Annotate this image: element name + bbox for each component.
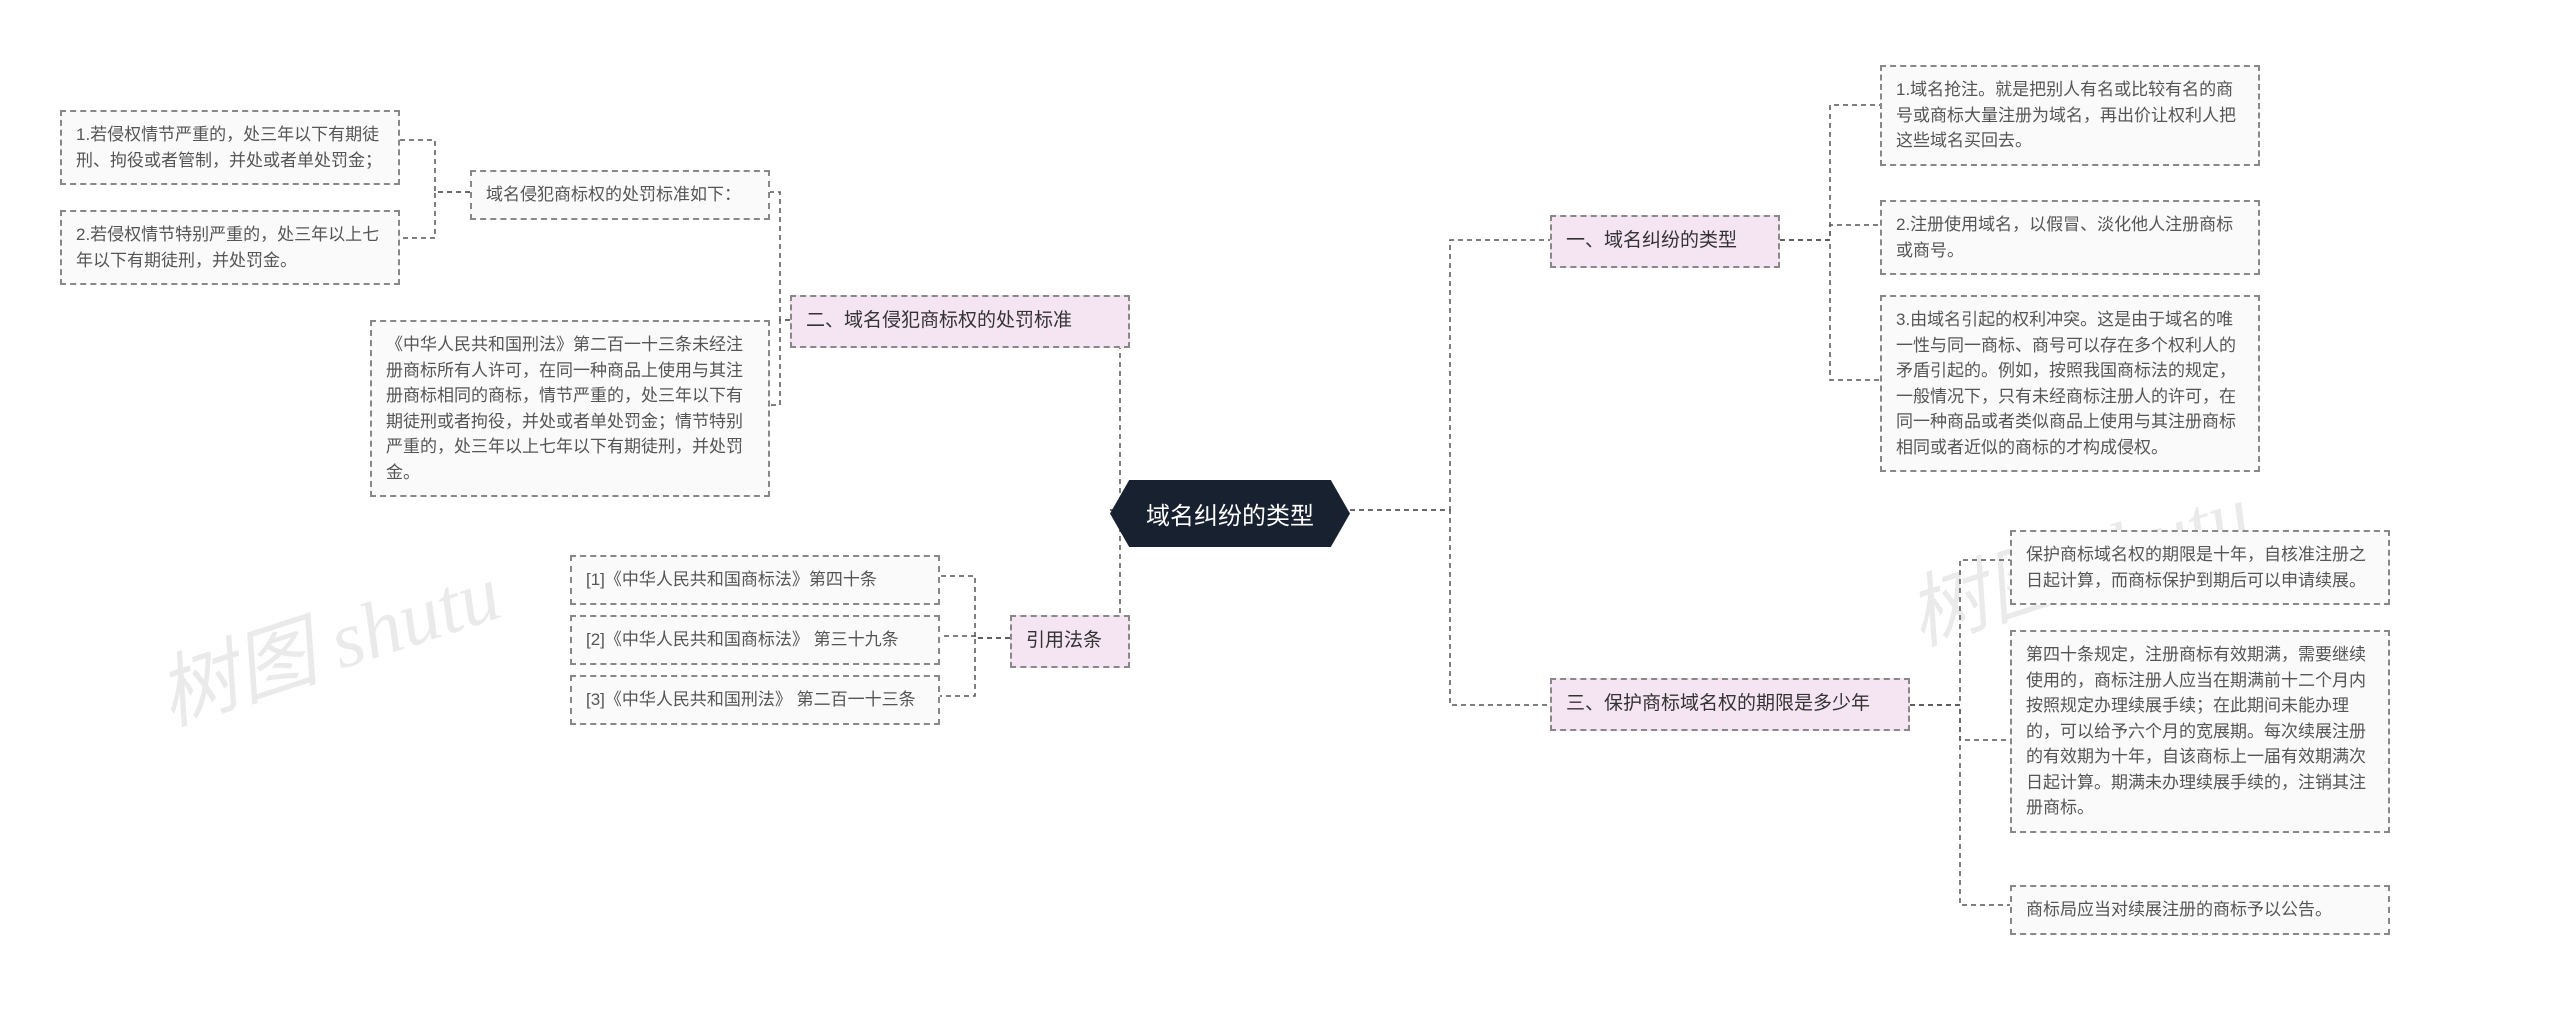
leaf-s4-2: [2]《中华人民共和国商标法》 第三十九条 <box>570 615 940 665</box>
leaf-s2-a: 域名侵犯商标权的处罚标准如下： <box>470 170 770 220</box>
leaf-s1-2: 2.注册使用域名，以假冒、淡化他人注册商标或商号。 <box>1880 200 2260 275</box>
leaf-s1-1: 1.域名抢注。就是把别人有名或比较有名的商号或商标大量注册为域名，再出价让权利人… <box>1880 65 2260 166</box>
leaf-s3-3: 商标局应当对续展注册的商标予以公告。 <box>2010 885 2390 935</box>
leaf-s3-2: 第四十条规定，注册商标有效期满，需要继续使用的，商标注册人应当在期满前十二个月内… <box>2010 630 2390 833</box>
section-4: 引用法条 <box>1010 615 1130 668</box>
section-2: 二、域名侵犯商标权的处罚标准 <box>790 295 1130 348</box>
leaf-s1-3: 3.由域名引起的权利冲突。这是由于域名的唯一性与同一商标、商号可以存在多个权利人… <box>1880 295 2260 472</box>
section-1: 一、域名纠纷的类型 <box>1550 215 1780 268</box>
leaf-s2-b: 《中华人民共和国刑法》第二百一十三条未经注册商标所有人许可，在同一种商品上使用与… <box>370 320 770 497</box>
leaf-s4-1: [1]《中华人民共和国商标法》第四十条 <box>570 555 940 605</box>
leaf-s2-a1: 1.若侵权情节严重的，处三年以下有期徒刑、拘役或者管制，并处或者单处罚金； <box>60 110 400 185</box>
watermark-1: 树图 shutu <box>141 528 513 748</box>
leaf-s4-3: [3]《中华人民共和国刑法》 第二百一十三条 <box>570 675 940 725</box>
leaf-s3-1: 保护商标域名权的期限是十年，自核准注册之日起计算，而商标保护到期后可以申请续展。 <box>2010 530 2390 605</box>
section-3: 三、保护商标域名权的期限是多少年 <box>1550 678 1910 731</box>
root-node: 域名纠纷的类型 <box>1110 480 1350 547</box>
leaf-s2-a2: 2.若侵权情节特别严重的，处三年以上七年以下有期徒刑，并处罚金。 <box>60 210 400 285</box>
